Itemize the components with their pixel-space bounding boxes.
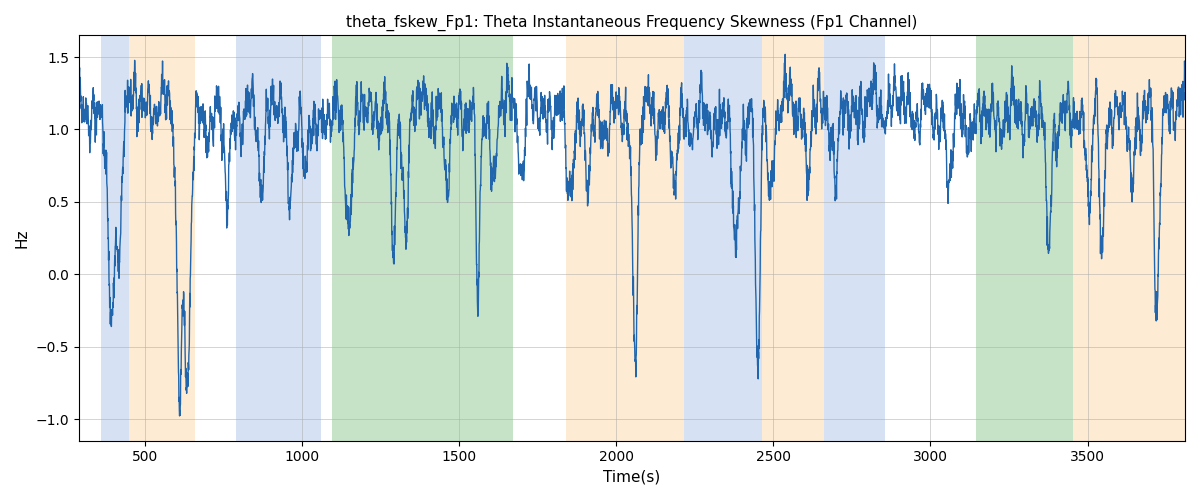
Bar [332, 36, 368, 440]
Bar [101, 36, 130, 440]
X-axis label: Time(s): Time(s) [604, 470, 660, 485]
Bar [976, 36, 1074, 440]
Bar [368, 36, 512, 440]
Bar [236, 36, 268, 440]
Bar [566, 36, 684, 440]
Bar [1074, 36, 1184, 440]
Bar [762, 36, 823, 440]
Title: theta_fskew_Fp1: Theta Instantaneous Frequency Skewness (Fp1 Channel): theta_fskew_Fp1: Theta Instantaneous Fre… [347, 15, 918, 31]
Bar [823, 36, 884, 440]
Y-axis label: Hz: Hz [14, 228, 30, 248]
Bar [684, 36, 762, 440]
Bar [268, 36, 320, 440]
Bar [130, 36, 196, 440]
